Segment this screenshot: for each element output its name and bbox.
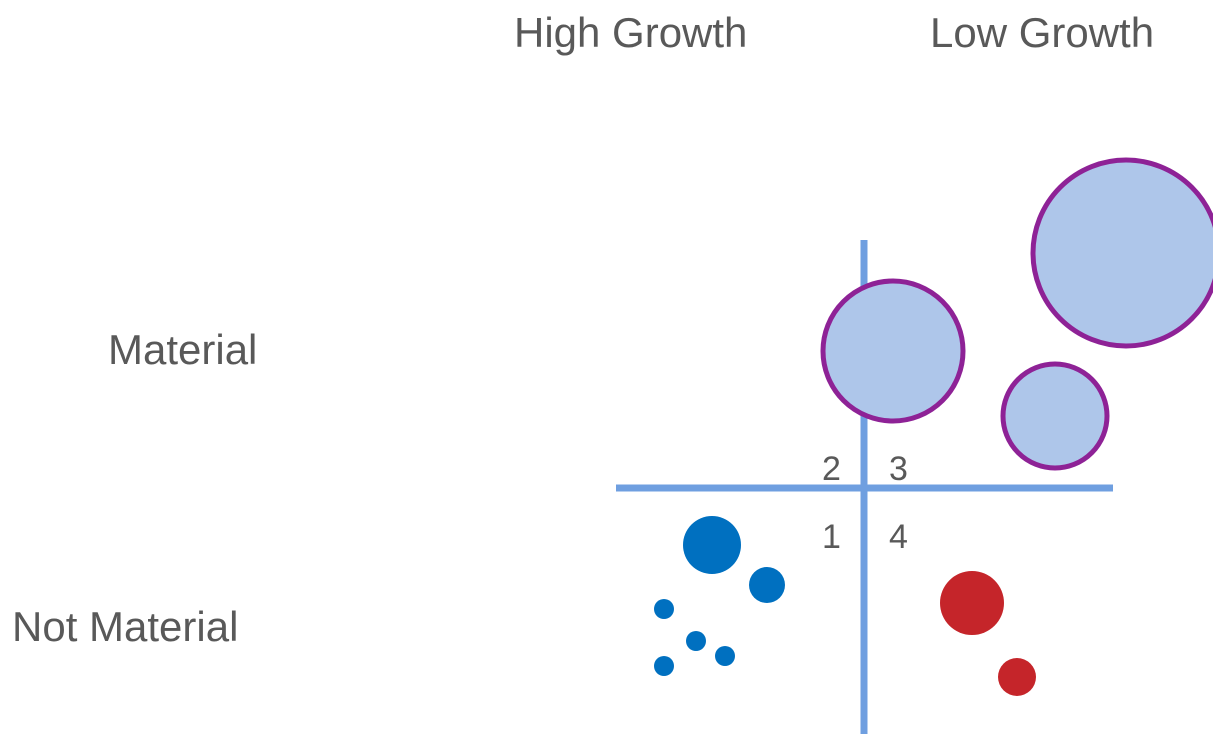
bubble-quadrant-4 bbox=[998, 658, 1036, 696]
bubble-quadrant-1 bbox=[686, 631, 706, 651]
bubble-quadrant-1 bbox=[683, 516, 741, 574]
quadrant-number-1: 1 bbox=[822, 518, 841, 556]
quadrant-number-3: 3 bbox=[889, 450, 908, 488]
bubble-quadrant-4 bbox=[940, 571, 1004, 635]
bubble-quadrant-1 bbox=[749, 567, 785, 603]
bubble-quadrant-1 bbox=[715, 646, 735, 666]
bubble-quadrant-1 bbox=[654, 599, 674, 619]
quadrant-number-2: 2 bbox=[822, 450, 841, 488]
row-label-material: Material bbox=[108, 326, 258, 373]
bubble-medium-quadrant-3 bbox=[820, 278, 966, 424]
bubble-small-quadrant-3 bbox=[1000, 361, 1110, 471]
quadrant-number-4: 4 bbox=[889, 518, 908, 556]
column-label-low-growth: Low Growth bbox=[930, 9, 1155, 56]
bubble-quadrant-1 bbox=[654, 656, 674, 676]
column-label-high-growth: High Growth bbox=[514, 9, 748, 56]
bubble-large-top-right bbox=[1030, 157, 1213, 349]
row-label-not-material: Not Material bbox=[12, 603, 239, 650]
